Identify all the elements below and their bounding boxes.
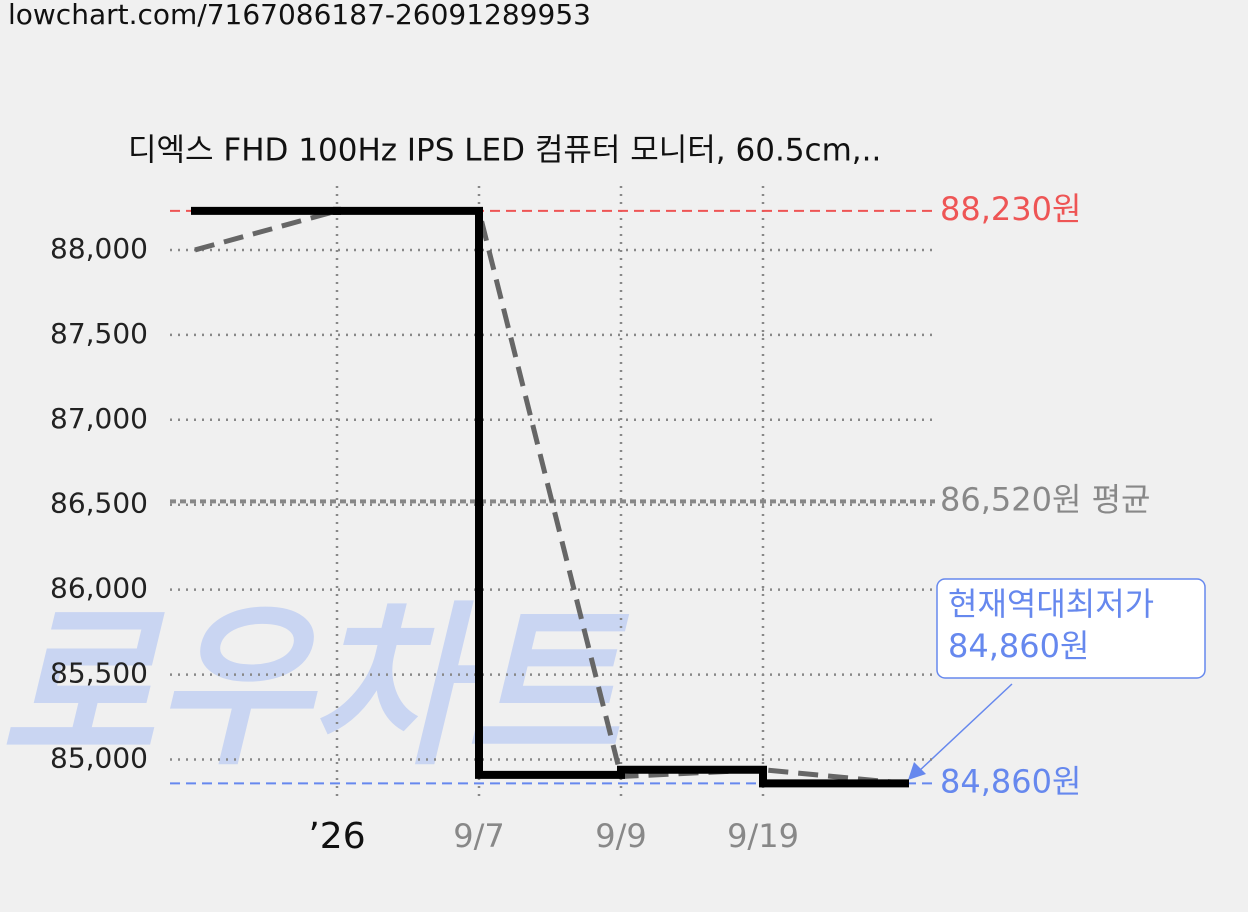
- average-line: [194, 208, 906, 786]
- callout-box: [936, 578, 1206, 679]
- callout-text: 84,860원: [948, 627, 1089, 665]
- y-tick-label: 86,500: [50, 487, 148, 520]
- x-tick-label: 9/19: [727, 817, 799, 855]
- reference-label: 84,860원: [940, 762, 1081, 800]
- y-tick-label: 87,500: [50, 317, 148, 350]
- y-tick-label: 85,000: [50, 742, 148, 775]
- y-tick-label: 87,000: [50, 402, 148, 435]
- chart-title: 디엑스 FHD 100Hz IPS LED 컴퓨터 모니터, 60.5cm,..: [128, 133, 881, 169]
- x-tick-label: 9/9: [595, 817, 647, 855]
- y-tick-label: 86,000: [50, 572, 148, 605]
- watermark: 로우차트: [0, 587, 630, 790]
- x-tick-label: ’26: [308, 816, 365, 857]
- callout-arrow: [917, 683, 1013, 773]
- y-tick-label: 85,500: [50, 657, 148, 690]
- reference-label: 88,230원: [940, 190, 1081, 228]
- url: lowchart.com/7167086187-26091289953: [8, 0, 591, 31]
- callout-arrowhead: [908, 762, 926, 780]
- reference-label: 86,520원 평균: [940, 480, 1150, 518]
- x-tick-label: 9/7: [453, 817, 505, 855]
- callout-text: 현재역대최저가: [948, 585, 1154, 623]
- y-tick-label: 88,000: [50, 232, 148, 265]
